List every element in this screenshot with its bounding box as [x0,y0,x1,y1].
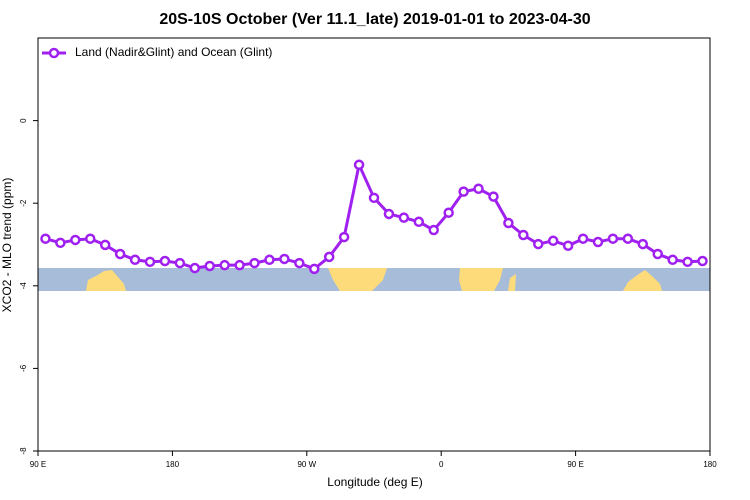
data-point [697,255,708,267]
x-tick-label: 0 [439,460,444,469]
data-point [473,183,484,194]
land [86,270,126,291]
data-point [682,256,693,268]
data-point [637,238,649,250]
data-point [503,217,514,229]
data-point [547,235,559,247]
x-tick-label: 90 E [30,460,46,469]
y-tick-label: -2 [19,199,28,207]
data-point [279,253,290,265]
data-point [353,159,365,171]
legend-label: Land (Nadir&Glint) and Ocean (Glint) [75,45,272,59]
y-axis-label: XCO2 - MLO trend (ppm) [0,178,14,313]
data-point [264,254,275,266]
data-point [114,248,126,260]
data-point [174,257,186,269]
data-point [99,239,111,251]
data-point [443,207,454,218]
x-tick-label: 90 W [297,460,316,469]
data-point [592,236,604,248]
land [328,268,387,291]
data-point [189,262,201,274]
data-point [85,233,96,244]
data-point [40,233,51,244]
y-tick-label: -6 [19,364,28,372]
data-point [518,229,529,241]
data-point [667,254,678,266]
data-point [129,254,141,266]
legend-marker [48,47,60,59]
data-point [383,208,395,220]
y-tick-label: -4 [19,282,28,290]
data-point [338,231,350,243]
data-point [652,248,663,260]
map-band [38,268,710,291]
data-point [368,192,380,204]
data-point [458,186,469,197]
data-point [219,259,230,271]
series-line [45,159,703,271]
data-point [309,263,320,275]
chart-title: 20S-10S October (Ver 11.1_late) 2019-01-… [159,11,590,28]
data-point [428,224,439,236]
land [623,270,662,291]
data-point [55,237,66,249]
x-tick-label: 90 E [567,460,583,469]
plot-frame [37,37,711,452]
data-point [562,240,574,251]
x-tick-label: 180 [703,460,717,469]
data-point [622,233,634,244]
data-point [577,233,589,244]
data-point [533,238,544,250]
data-point [249,257,260,269]
data-point [413,216,425,228]
land [459,268,503,291]
y-tick-label: 0 [19,118,28,123]
data-point [204,260,215,272]
data-point [398,212,410,223]
legend: Land (Nadir&Glint) and Ocean (Glint) [42,45,272,59]
y-tick-label: -8 [19,447,28,455]
data-point [70,234,81,246]
x-tick-label: 180 [166,460,180,469]
data-point [488,191,499,202]
data-point [144,256,156,268]
data-point [294,257,305,269]
data-point [159,255,171,267]
land [508,274,516,291]
data-point [323,251,335,263]
data-point [234,259,245,271]
x-axis-label: Longitude (deg E) [327,475,422,489]
data-point [607,233,619,244]
